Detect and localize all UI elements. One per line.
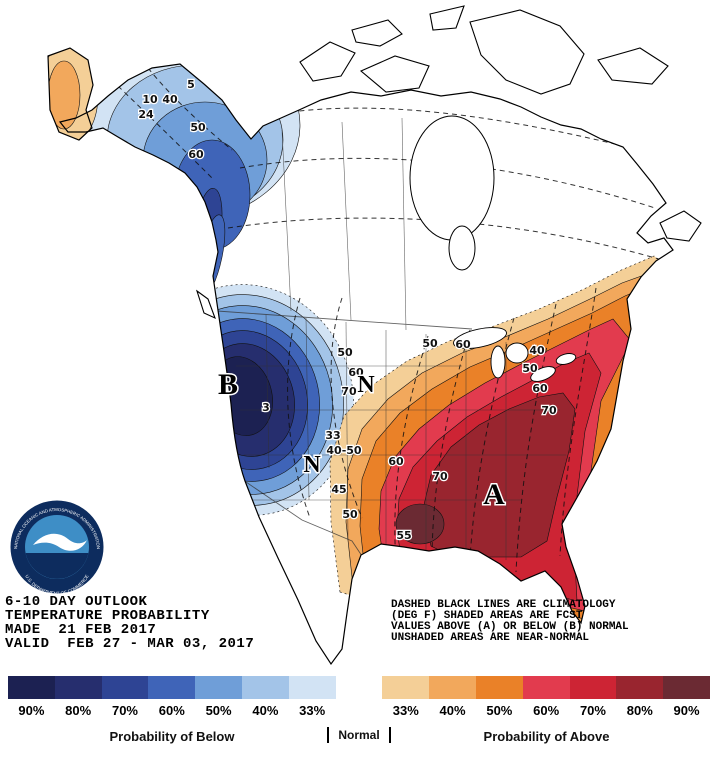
contour-value-label: 70 bbox=[432, 470, 448, 483]
map-notes: DASHED BLACK LINES ARE CLIMATOLOGY (DEG … bbox=[391, 599, 629, 644]
legend-pct-label: 70% bbox=[111, 703, 138, 718]
contour-value-label: 60 bbox=[388, 455, 404, 468]
contour-value-label: 50 bbox=[342, 508, 358, 521]
contour-value-label: 10 bbox=[142, 93, 158, 106]
probability-region-labels: B N N A bbox=[216, 367, 506, 513]
legend-segment bbox=[241, 676, 289, 699]
bering-band-40 bbox=[48, 60, 81, 130]
legend-pct-label bbox=[336, 703, 383, 718]
contour-value-label: 60 bbox=[188, 148, 204, 161]
legend-segment bbox=[288, 676, 336, 699]
legend-segment bbox=[148, 676, 196, 699]
legend-pct-label: 60% bbox=[533, 703, 560, 718]
noaa-logo: NATIONAL OCEANIC AND ATMOSPHERIC ADMINIS… bbox=[9, 499, 105, 596]
contour-value-label: 3 bbox=[262, 401, 270, 414]
contour-value-label: 24 bbox=[138, 108, 154, 121]
legend-percent-labels: 90% 80% 70% 60% 50% 40% 33% 33% 40% 50% 60% 70% 80% 9… bbox=[8, 703, 710, 718]
legend-segment bbox=[616, 676, 664, 699]
legend-pct-label: 90% bbox=[18, 703, 45, 718]
contour-value-label: 70 bbox=[541, 404, 557, 417]
legend-pct-label: 80% bbox=[626, 703, 653, 718]
legend-segment bbox=[335, 676, 383, 699]
region-label: B bbox=[218, 368, 238, 401]
contour-value-label: 55 bbox=[396, 529, 411, 542]
legend-pct-label: 50% bbox=[486, 703, 513, 718]
legend-pct-label: 33% bbox=[299, 703, 326, 718]
east-band-90 bbox=[395, 503, 445, 545]
newfoundland-island bbox=[659, 210, 702, 242]
contour-value-label: 5 bbox=[187, 78, 195, 91]
region-label: N bbox=[357, 372, 375, 398]
legend-above-label: Probability of Above bbox=[483, 729, 610, 744]
contour-value-label: 70 bbox=[341, 385, 357, 398]
hudson-bay bbox=[409, 115, 495, 271]
legend-segment bbox=[382, 676, 430, 699]
legend-segment bbox=[8, 676, 55, 699]
contour-value-label: 50 bbox=[337, 346, 353, 359]
region-label: A bbox=[483, 478, 505, 511]
legend-segment bbox=[54, 676, 102, 699]
contour-value-label: 45 bbox=[331, 483, 346, 496]
legend-pct-label: 90% bbox=[673, 703, 700, 718]
legend-segment bbox=[101, 676, 149, 699]
legend-pct-label: 33% bbox=[392, 703, 419, 718]
east-band-80 bbox=[422, 392, 576, 558]
noaa-logo-sea bbox=[25, 553, 89, 579]
contour-value-label: 33 bbox=[325, 429, 340, 442]
legend-segment bbox=[429, 676, 476, 699]
legend-pct-label: 40% bbox=[439, 703, 466, 718]
legend-segment bbox=[195, 676, 242, 699]
coastline-outline bbox=[58, 63, 674, 666]
legend-pct-label: 50% bbox=[205, 703, 232, 718]
legend-pct-label: 40% bbox=[252, 703, 279, 718]
contour-value-label: 60 bbox=[532, 382, 548, 395]
legend-segment bbox=[663, 676, 710, 699]
legend-pct-label: 70% bbox=[579, 703, 606, 718]
contour-value-label: 40 bbox=[162, 93, 178, 106]
state-borders bbox=[216, 117, 566, 560]
vancouver-island bbox=[195, 289, 216, 320]
legend-color-bar bbox=[8, 676, 710, 699]
legend-segment bbox=[569, 676, 617, 699]
legend-normal-label: Normal bbox=[327, 727, 391, 743]
noaa-gull-icon bbox=[33, 533, 87, 551]
region-label: N bbox=[303, 452, 321, 478]
arctic-islands bbox=[195, 5, 702, 320]
bering-outline bbox=[47, 47, 94, 141]
legend-pct-label: 80% bbox=[65, 703, 92, 718]
contour-value-label: 60 bbox=[348, 366, 364, 379]
contour-value-label: 50 bbox=[190, 121, 206, 134]
legend-pct-label: 60% bbox=[158, 703, 185, 718]
contour-value-label: 60 bbox=[455, 338, 471, 351]
contour-value-label: 40 bbox=[529, 344, 545, 357]
legend-segment bbox=[475, 676, 523, 699]
legend-segment bbox=[522, 676, 570, 699]
climatology-contours bbox=[117, 67, 663, 573]
contour-value-label: 50 bbox=[422, 337, 438, 350]
contour-value-label: 50 bbox=[522, 362, 538, 375]
outlook-title: 6-10 DAY OUTLOOK TEMPERATURE PROBABILITY… bbox=[5, 594, 255, 652]
contour-value-label: 40-50 bbox=[326, 444, 362, 457]
legend-normal-wrap: Normal bbox=[309, 726, 409, 744]
great-lakes bbox=[453, 327, 577, 382]
legend-below-label: Probability of Below bbox=[109, 729, 235, 744]
